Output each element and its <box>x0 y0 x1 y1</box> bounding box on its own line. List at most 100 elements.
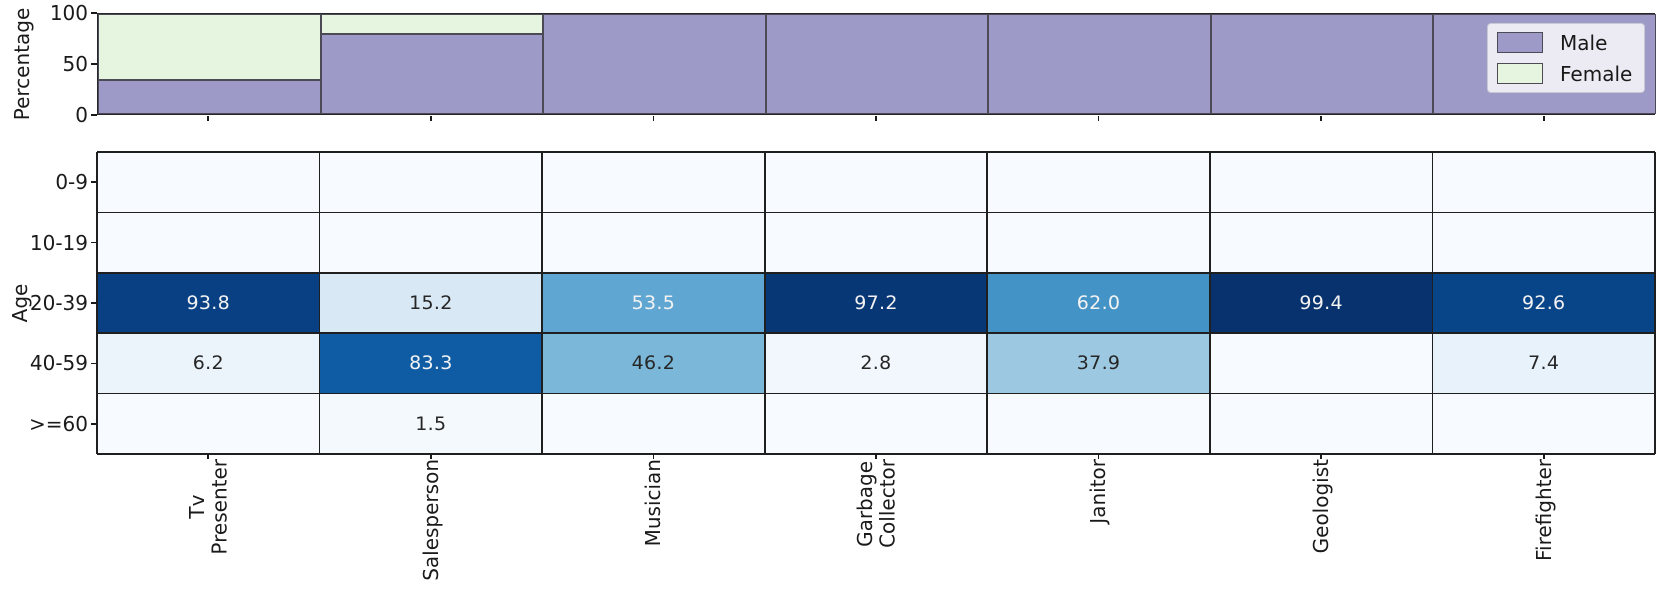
x-axis-category-label: Garbage Collector <box>765 459 988 548</box>
x-axis-category-label: Musician <box>542 459 765 546</box>
percentage-tick-label: 100 <box>49 1 88 25</box>
bar-segment-female <box>98 14 321 80</box>
tick-mark <box>1542 116 1545 121</box>
legend-label-male: Male <box>1560 30 1608 55</box>
grid-line <box>318 152 321 454</box>
heatmap-cell: 92.6 <box>1432 272 1655 334</box>
tick-mark <box>1097 454 1100 459</box>
age-row-label: 20-39 <box>29 291 88 315</box>
heatmap-cell: 15.2 <box>319 272 543 334</box>
grid-line <box>1654 152 1656 454</box>
tick-mark <box>1320 116 1322 121</box>
grid-line <box>97 272 1655 274</box>
tick-mark <box>91 12 97 14</box>
x-axis-category-label: Tv Presenter <box>97 459 320 555</box>
heatmap-cell <box>1209 393 1433 454</box>
heatmap-cell <box>97 212 320 273</box>
cell-value: 37.9 <box>1076 352 1121 375</box>
heatmap-cell: 46.2 <box>542 333 765 394</box>
heatmap-cell <box>319 212 543 273</box>
grid-line <box>986 152 989 454</box>
heatmap-cell <box>1209 212 1433 273</box>
x-axis-category-label: Salesperson <box>320 459 543 581</box>
tick-mark <box>652 116 655 121</box>
legend-item-male: Male <box>1497 31 1635 55</box>
occupation-label: Geologist <box>1308 459 1333 554</box>
bar-segment-male <box>765 14 989 114</box>
grid-line <box>96 152 98 454</box>
cell-value: 15.2 <box>409 291 453 314</box>
grid-line <box>97 211 1655 214</box>
legend-label-female: Female <box>1560 61 1633 86</box>
cell-value: 1.5 <box>415 412 447 435</box>
heatmap-cell: 62.0 <box>987 272 1210 334</box>
heatmap-cell: 93.8 <box>97 272 320 334</box>
grid-line <box>763 152 766 454</box>
age-row-label: >=60 <box>29 411 88 436</box>
tick-mark <box>91 181 97 184</box>
cell-value: 7.4 <box>1528 352 1560 375</box>
cell-value: 6.2 <box>192 352 224 375</box>
heatmap-cell <box>1432 212 1655 273</box>
tick-mark <box>875 454 877 459</box>
gender-stacked-bar-chart <box>97 13 1656 115</box>
cell-value: 92.6 <box>1521 291 1566 314</box>
tick-mark <box>91 302 97 304</box>
cell-value: 53.5 <box>631 291 676 314</box>
heatmap-cell: 83.3 <box>319 333 543 394</box>
tick-mark <box>207 454 210 459</box>
grid-line <box>1431 152 1434 454</box>
heatmap-cell <box>542 212 765 273</box>
tick-mark <box>207 116 210 121</box>
heatmap-cell <box>987 393 1210 454</box>
tick-mark <box>1097 116 1100 121</box>
heatmap-cell <box>987 212 1210 273</box>
tick-mark <box>430 116 432 121</box>
tick-mark <box>652 454 655 459</box>
heatmap-cell: 99.4 <box>1209 272 1433 334</box>
age-row-label: 10-19 <box>29 230 88 255</box>
heatmap-cell <box>1432 152 1655 213</box>
tick-mark <box>1542 454 1545 459</box>
heatmap-cell <box>987 152 1210 213</box>
age-heatmap: 93.8 15.2 53.5 97.2 62.0 99.4 92.6 6.2 83.3 46.2 2… <box>96 151 1656 455</box>
bar-segment-male <box>988 14 1211 114</box>
grid-line <box>97 332 1655 334</box>
cell-value: 62.0 <box>1076 291 1121 314</box>
grid-line <box>97 151 1655 153</box>
cell-value: 83.3 <box>409 352 453 375</box>
cell-value: 46.2 <box>631 352 676 375</box>
heatmap-cell <box>542 393 765 454</box>
legend: Male Female <box>1487 23 1645 93</box>
tick-mark <box>91 114 97 116</box>
tick-mark <box>91 241 97 244</box>
heatmap-cell <box>97 393 320 454</box>
grid-line <box>1209 152 1211 454</box>
x-axis-category-label: Firefighter <box>1432 459 1655 561</box>
heatmap-cell: 53.5 <box>542 272 765 334</box>
bar-segment-male <box>98 80 321 114</box>
heatmap-cell: 37.9 <box>987 333 1210 394</box>
bar-segment-male <box>1210 14 1434 114</box>
age-row-label: 40-59 <box>29 351 88 376</box>
heatmap-cell <box>97 152 320 213</box>
legend-item-female: Female <box>1497 62 1635 86</box>
percentage-tick-label: 0 <box>75 103 88 127</box>
heatmap-cell <box>319 152 543 213</box>
grid-line <box>541 152 543 454</box>
cell-value: 93.8 <box>186 291 231 314</box>
heatmap-cell: 7.4 <box>1432 333 1655 394</box>
bar-segment-female <box>320 14 544 34</box>
occupation-label: Salesperson <box>418 459 443 581</box>
grid-line <box>97 392 1655 395</box>
occupation-label: Garbage Collector <box>852 459 899 548</box>
heatmap-cell: 1.5 <box>319 393 543 454</box>
female-swatch-icon <box>1497 63 1543 84</box>
tick-mark <box>91 362 97 365</box>
age-row-label: 0-9 <box>55 170 88 195</box>
heatmap-cell: 6.2 <box>97 333 320 394</box>
heatmap-cell <box>542 152 765 213</box>
heatmap-cell: 2.8 <box>764 333 988 394</box>
male-swatch-icon <box>1497 32 1543 53</box>
